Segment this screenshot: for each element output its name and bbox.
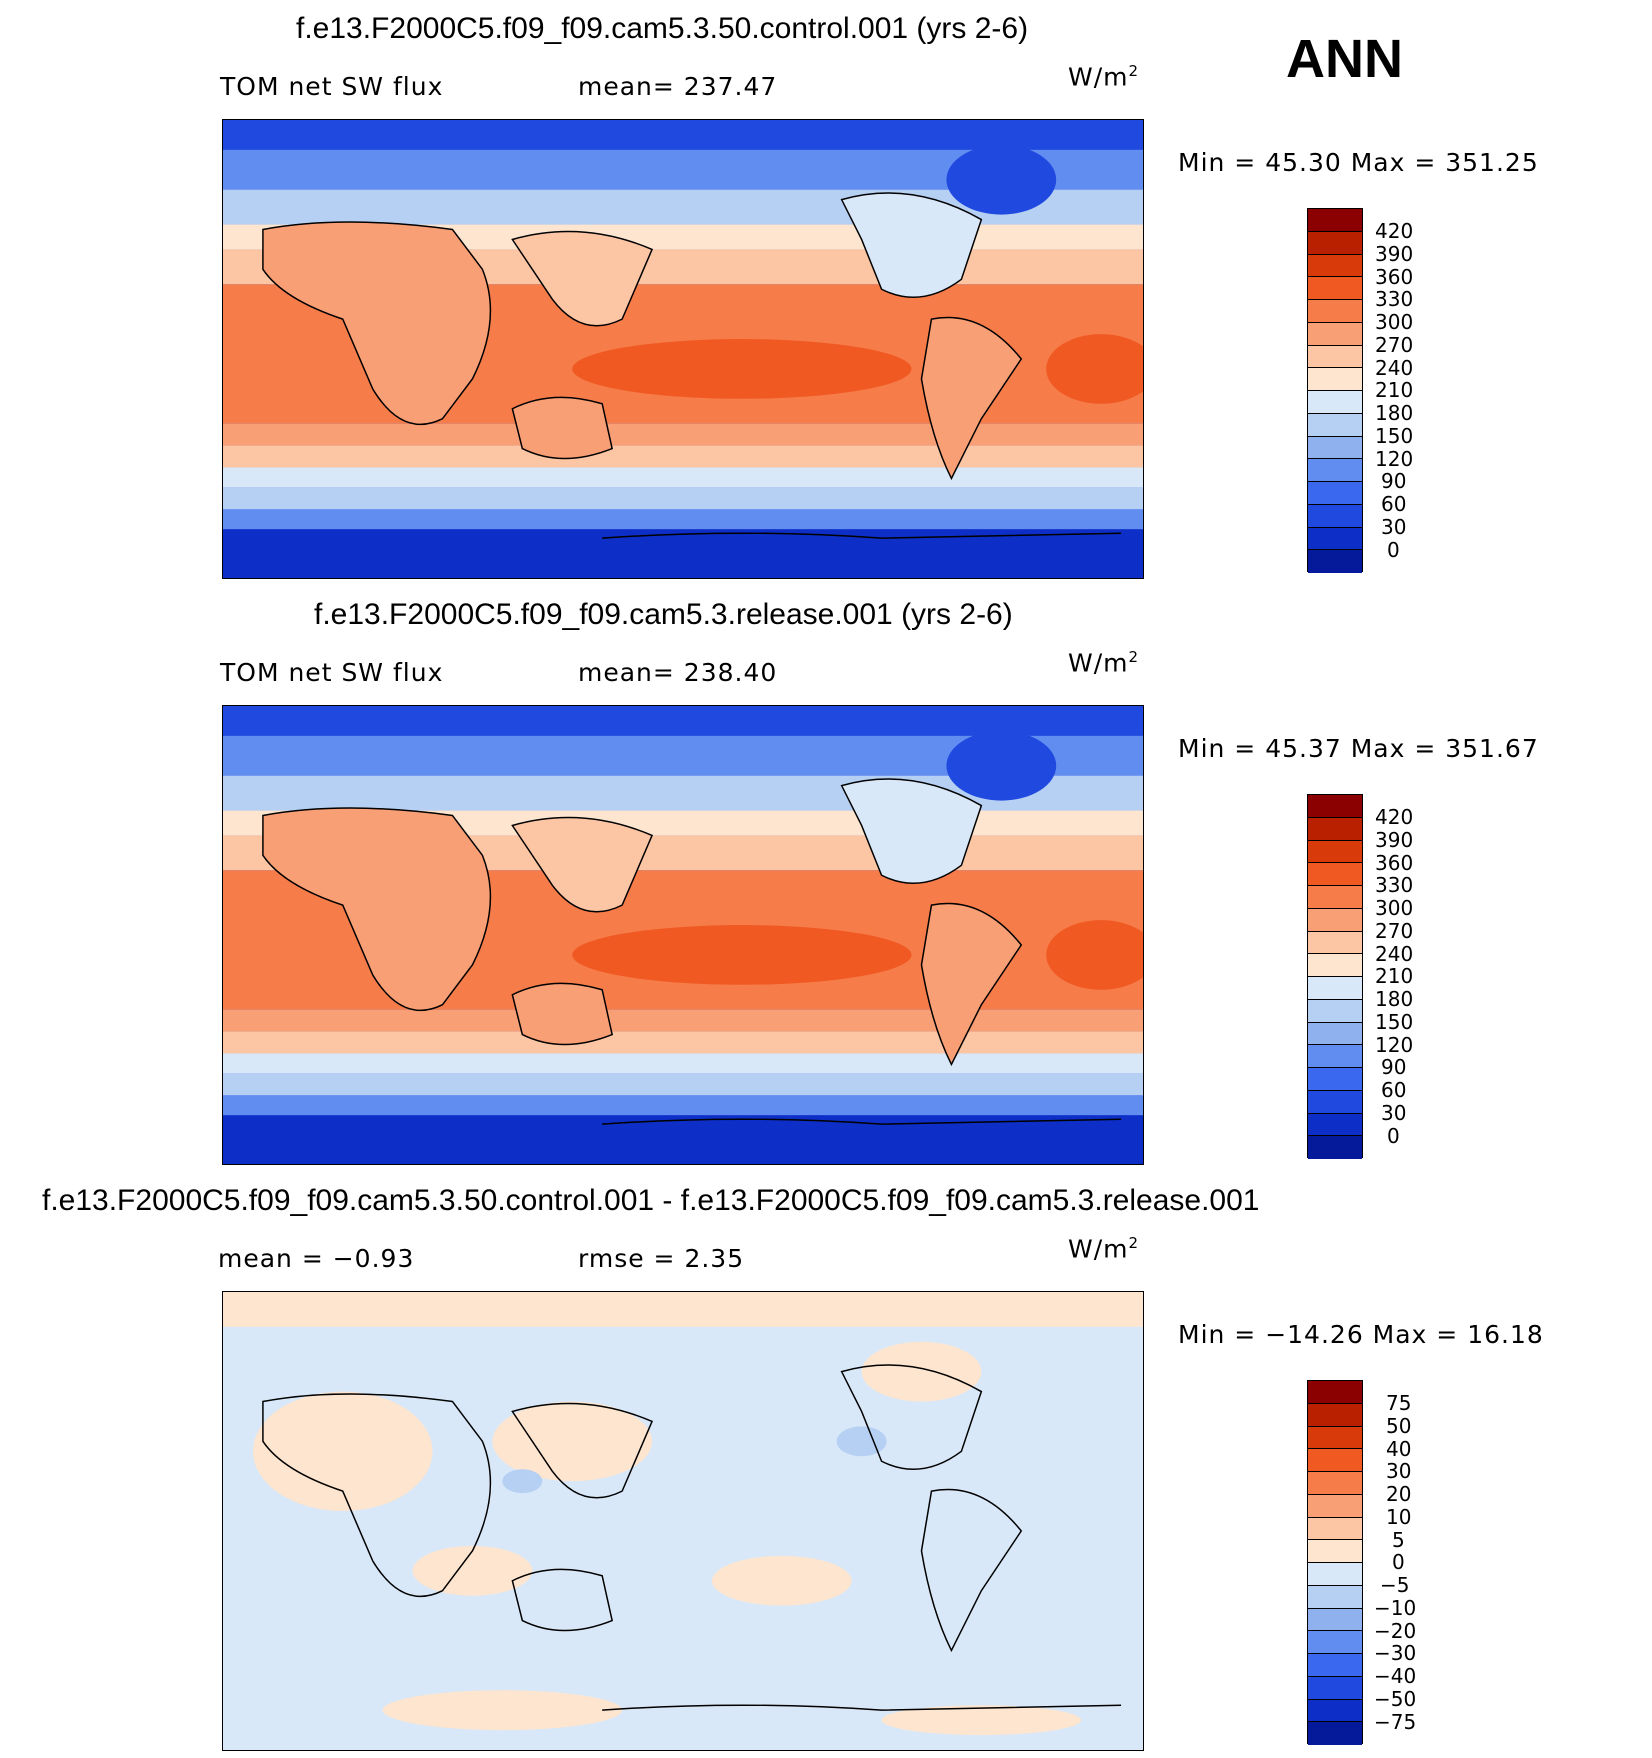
colorbar-tick-label: 420 — [1375, 219, 1414, 243]
colorbar-tick-label: 330 — [1375, 287, 1414, 311]
colorbar-tick-label: 90 — [1381, 1055, 1407, 1079]
panel-2-mean-label: mean= 238.40 — [578, 658, 778, 687]
colorbar-tick-label: −30 — [1374, 1641, 1417, 1665]
colorbar-tick-label: 75 — [1386, 1391, 1412, 1415]
season-label: ANN — [1286, 29, 1403, 89]
panel-2-min-max: Min = 45.37 Max = 351.67 — [1178, 734, 1539, 763]
panel-2-title: f.e13.F2000C5.f09_f09.cam5.3.release.001… — [314, 598, 1013, 631]
panel-1-units: W/m2 — [1068, 62, 1140, 92]
colorbar-tick-label: 5 — [1392, 1528, 1405, 1552]
panel-1-map — [222, 119, 1144, 579]
panel-1-mean-label: mean= 237.47 — [578, 72, 778, 101]
colorbar-tick-label: 390 — [1375, 828, 1414, 852]
colorbar-tick-label: −5 — [1380, 1573, 1410, 1597]
colorbar-tick-label: 90 — [1381, 469, 1407, 493]
colorbar-tick-label: 30 — [1386, 1459, 1412, 1483]
panel-2-variable-label: TOM net SW flux — [220, 658, 444, 687]
colorbar-tick-label: 360 — [1375, 265, 1414, 289]
colorbar-tick-label: −50 — [1374, 1687, 1417, 1711]
panel-3-units: W/m2 — [1068, 1234, 1140, 1264]
panel-2-map — [222, 705, 1144, 1165]
colorbar-tick-label: 150 — [1375, 1010, 1414, 1034]
colorbar-tick-label: 0 — [1387, 1124, 1400, 1148]
panel-3-map — [222, 1291, 1144, 1751]
colorbar-tick-label: 40 — [1386, 1437, 1412, 1461]
colorbar-tick-label: −40 — [1374, 1664, 1417, 1688]
panel-3-colorbar — [1307, 1380, 1363, 1745]
colorbar-tick-label: 360 — [1375, 851, 1414, 875]
colorbar-tick-label: 30 — [1381, 1101, 1407, 1125]
panel-1-variable-label: TOM net SW flux — [220, 72, 444, 101]
colorbar-tick-label: 20 — [1386, 1482, 1412, 1506]
colorbar-tick-label: −75 — [1374, 1710, 1417, 1734]
colorbar-tick-label: −10 — [1374, 1596, 1417, 1620]
colorbar-tick-label: 210 — [1375, 378, 1414, 402]
colorbar-tick-label: 150 — [1375, 424, 1414, 448]
colorbar-tick-label: 30 — [1381, 515, 1407, 539]
panel-1-min-max: Min = 45.30 Max = 351.25 — [1178, 148, 1539, 177]
colorbar-tick-label: 180 — [1375, 401, 1414, 425]
panel-2-colorbar — [1307, 794, 1363, 1159]
panel-3-rmse-label: rmse = 2.35 — [578, 1244, 745, 1273]
colorbar-tick-label: 180 — [1375, 987, 1414, 1011]
panel-3-min-max: Min = −14.26 Max = 16.18 — [1178, 1320, 1544, 1349]
colorbar-tick-label: 50 — [1386, 1414, 1412, 1438]
colorbar-tick-label: 0 — [1387, 538, 1400, 562]
colorbar-tick-label: 120 — [1375, 447, 1414, 471]
colorbar-tick-label: 60 — [1381, 492, 1407, 516]
colorbar-tick-label: 60 — [1381, 1078, 1407, 1102]
colorbar-tick-label: 120 — [1375, 1033, 1414, 1057]
colorbar-tick-label: −20 — [1374, 1619, 1417, 1643]
panel-3-title: f.e13.F2000C5.f09_f09.cam5.3.50.control.… — [42, 1184, 1260, 1217]
colorbar-tick-label: 330 — [1375, 873, 1414, 897]
colorbar-tick-label: 420 — [1375, 805, 1414, 829]
colorbar-tick-label: 270 — [1375, 333, 1414, 357]
colorbar-tick-label: 270 — [1375, 919, 1414, 943]
colorbar-tick-label: 240 — [1375, 356, 1414, 380]
colorbar-tick-label: 10 — [1386, 1505, 1412, 1529]
panel-1-colorbar — [1307, 208, 1363, 573]
colorbar-tick-label: 300 — [1375, 310, 1414, 334]
colorbar-tick-label: 390 — [1375, 242, 1414, 266]
colorbar-tick-label: 210 — [1375, 964, 1414, 988]
colorbar-tick-label: 240 — [1375, 942, 1414, 966]
colorbar-tick-label: 300 — [1375, 896, 1414, 920]
colorbar-tick-label: 0 — [1392, 1550, 1405, 1574]
panel-2-units: W/m2 — [1068, 648, 1140, 678]
panel-3-mean-label: mean = −0.93 — [218, 1244, 415, 1273]
panel-1-title: f.e13.F2000C5.f09_f09.cam5.3.50.control.… — [296, 12, 1029, 45]
